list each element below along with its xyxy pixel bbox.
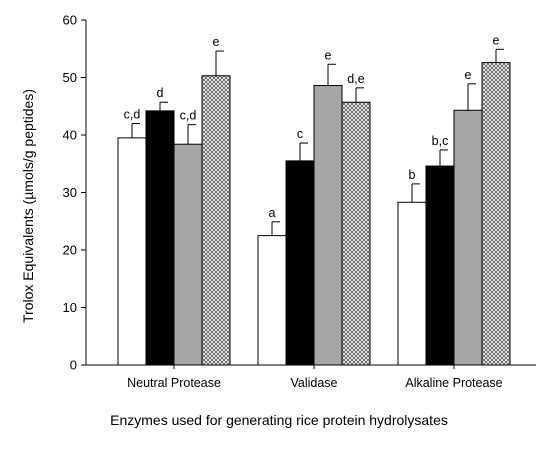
bar bbox=[173, 143, 203, 366]
significance-label: c,d bbox=[124, 108, 141, 122]
bar bbox=[257, 235, 287, 366]
bar bbox=[481, 62, 511, 366]
significance-label: d bbox=[157, 86, 164, 100]
significance-label: b,c bbox=[432, 134, 449, 148]
significance-label: e bbox=[213, 35, 220, 49]
y-tick-label: 10 bbox=[63, 300, 77, 315]
bar bbox=[201, 75, 231, 366]
y-tick-label: 30 bbox=[63, 185, 77, 200]
bar bbox=[397, 201, 427, 366]
bar bbox=[341, 101, 371, 366]
y-axis-title: Trolox Equivalents (µmols/g peptides) bbox=[20, 89, 36, 323]
significance-label: e bbox=[493, 33, 500, 47]
x-tick-label: Neutral Protease bbox=[127, 376, 221, 390]
bar bbox=[425, 165, 455, 366]
x-tick-label: Alkaline Protease bbox=[405, 376, 502, 390]
bars-layer: c,d d c,d e a c e d,e b b,c e e bbox=[117, 33, 511, 366]
y-tick-label: 40 bbox=[63, 128, 77, 143]
significance-label: e bbox=[465, 68, 472, 82]
x-tick-label: Validase bbox=[290, 376, 337, 390]
bar bbox=[117, 137, 147, 366]
y-tick-label: 60 bbox=[63, 13, 77, 28]
y-tick-label: 0 bbox=[70, 358, 77, 373]
chart-panel: c,d d c,d e a c e d,e b b,c e e Neutral Protease Val… bbox=[20, 12, 536, 428]
significance-label: c,d bbox=[180, 109, 197, 123]
significance-label: e bbox=[325, 48, 332, 62]
bar bbox=[453, 109, 483, 366]
bar bbox=[145, 110, 175, 366]
y-tick-label: 20 bbox=[63, 243, 77, 258]
bar bbox=[313, 85, 343, 366]
significance-label: c bbox=[297, 127, 303, 141]
significance-label: a bbox=[269, 206, 276, 220]
x-axis-title: Enzymes used for generating rice protein… bbox=[110, 412, 448, 428]
bar bbox=[285, 160, 315, 366]
significance-label: d,e bbox=[347, 72, 364, 86]
significance-label: b bbox=[409, 168, 416, 182]
axes-layer: Neutral Protease Validase Alkaline Proteas… bbox=[63, 13, 536, 390]
y-tick-label: 50 bbox=[63, 70, 77, 85]
